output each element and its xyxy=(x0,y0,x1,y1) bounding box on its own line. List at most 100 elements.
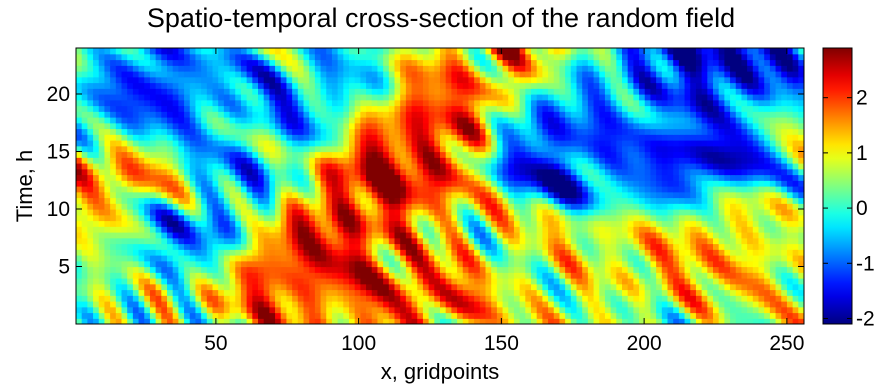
heatmap-cell xyxy=(758,145,765,153)
heatmap-cell xyxy=(536,214,543,222)
heatmap-cell xyxy=(337,163,344,170)
heatmap-cell xyxy=(275,306,282,314)
heatmap-cell xyxy=(576,203,583,210)
heatmap-cell xyxy=(229,203,236,210)
heatmap-cell xyxy=(735,134,743,141)
heatmap-cell xyxy=(713,289,720,296)
heatmap-cell xyxy=(622,111,629,118)
heatmap-cell xyxy=(252,134,259,141)
heatmap-cell xyxy=(201,174,208,181)
heatmap-cell xyxy=(121,272,128,279)
heatmap-cell xyxy=(718,191,725,199)
heatmap-cell xyxy=(735,301,743,308)
heatmap-cell xyxy=(303,140,310,147)
heatmap-cell xyxy=(93,180,100,187)
heatmap-cell xyxy=(673,99,680,107)
heatmap-cell xyxy=(724,306,731,314)
heatmap-cell xyxy=(400,197,407,204)
heatmap-cell xyxy=(229,306,236,314)
heatmap-cell xyxy=(684,140,691,147)
heatmap-cell xyxy=(394,163,401,170)
heatmap-cell xyxy=(275,191,282,199)
heatmap-cell xyxy=(599,99,606,107)
heatmap-cell xyxy=(144,295,151,302)
heatmap-cell xyxy=(212,203,219,210)
heatmap-cell xyxy=(713,249,720,256)
heatmap-cell xyxy=(684,145,691,153)
heatmap-cell xyxy=(752,105,760,112)
heatmap-cell xyxy=(508,226,515,233)
heatmap-cell xyxy=(400,283,407,291)
heatmap-cell xyxy=(690,226,697,233)
heatmap-cell xyxy=(371,203,379,210)
heatmap-cell xyxy=(565,157,572,164)
heatmap-cell xyxy=(121,197,128,204)
heatmap-cell xyxy=(195,318,202,324)
heatmap-cell xyxy=(576,151,583,158)
heatmap-cell xyxy=(104,145,111,153)
heatmap-cell xyxy=(781,117,788,124)
heatmap-cell xyxy=(758,168,765,176)
heatmap-cell xyxy=(377,237,384,245)
heatmap-cell xyxy=(81,197,88,204)
heatmap-cell xyxy=(349,99,356,107)
heatmap-cell xyxy=(110,214,117,222)
heatmap-cell xyxy=(485,163,492,170)
heatmap-cell xyxy=(167,295,174,302)
heatmap-cell xyxy=(633,128,640,135)
heatmap-cell xyxy=(502,157,509,164)
heatmap-cell xyxy=(758,134,765,141)
heatmap-cell xyxy=(491,260,498,268)
heatmap-cell xyxy=(582,151,589,158)
heatmap-cell xyxy=(405,214,413,222)
heatmap-cell xyxy=(519,128,526,135)
heatmap-cell xyxy=(593,272,600,279)
heatmap-cell xyxy=(343,186,350,193)
heatmap-cell xyxy=(258,312,265,319)
heatmap-cell xyxy=(121,105,128,112)
heatmap-cell xyxy=(553,232,561,239)
heatmap-cell xyxy=(258,157,265,164)
heatmap-cell xyxy=(405,249,413,256)
heatmap-cell xyxy=(292,168,299,176)
heatmap-cell xyxy=(769,312,777,319)
heatmap-cell xyxy=(110,301,117,308)
heatmap-cell xyxy=(115,168,123,176)
heatmap-cell xyxy=(542,122,549,130)
heatmap-cell xyxy=(650,260,657,268)
heatmap-cell xyxy=(701,318,708,324)
heatmap-cell xyxy=(337,174,344,181)
heatmap-cell xyxy=(189,180,197,187)
heatmap-cell xyxy=(730,134,737,141)
heatmap-cell xyxy=(366,157,373,164)
heatmap-cell xyxy=(610,111,617,118)
heatmap-cell xyxy=(496,163,504,170)
heatmap-cell xyxy=(491,237,498,245)
heatmap-cell xyxy=(400,301,407,308)
heatmap-cell xyxy=(383,226,390,233)
heatmap-cell xyxy=(525,145,532,153)
heatmap-cell xyxy=(320,278,327,285)
heatmap-cell xyxy=(178,99,185,107)
heatmap-cell xyxy=(93,157,100,164)
heatmap-cell xyxy=(440,180,447,187)
heatmap-cell xyxy=(553,128,561,135)
heatmap-cell xyxy=(781,180,788,187)
heatmap-cell xyxy=(570,289,578,296)
heatmap-cell xyxy=(110,180,117,187)
heatmap-cell xyxy=(684,249,691,256)
heatmap-cell xyxy=(360,122,367,130)
heatmap-cell xyxy=(184,220,191,227)
heatmap-cell xyxy=(553,272,561,279)
heatmap-cell xyxy=(542,197,549,204)
heatmap-cell xyxy=(616,220,623,227)
heatmap-cell xyxy=(218,157,225,164)
heatmap-cell xyxy=(252,301,259,308)
heatmap-cell xyxy=(684,220,691,227)
heatmap-cell xyxy=(172,180,179,187)
heatmap-cell xyxy=(121,295,128,302)
heatmap-cell xyxy=(246,99,253,107)
heatmap-cell xyxy=(673,105,680,112)
heatmap-cell xyxy=(661,180,669,187)
heatmap-cell xyxy=(377,306,384,314)
